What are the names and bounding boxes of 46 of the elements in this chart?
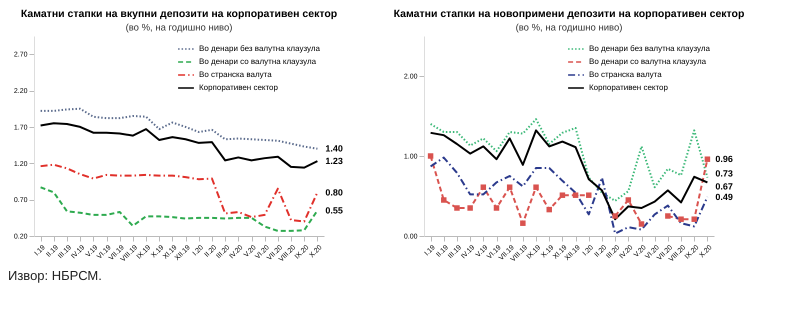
point [704,156,710,162]
legend-label: Во странска валута [589,70,662,79]
point [467,205,473,211]
text: Извор: НБРСМ. [8,268,103,283]
point [533,184,539,190]
point [691,216,697,222]
legend-label: Корпоративен сектор [199,83,279,92]
data-label: 0.67 [715,181,733,192]
data-label: 0.55 [325,206,343,216]
chart-subtitle: (во %, на годишно ниво) [126,22,232,34]
line-series [430,118,708,202]
point [612,213,618,219]
legend-label: Во денари без валутна клаузула [199,44,321,53]
legend-label: Корпоративен сектор [589,83,669,92]
line-series [430,156,708,235]
point [546,206,552,212]
line-series [40,122,318,169]
legend-label: Во странска валута [199,70,272,79]
chart-subtitle: (во %, на годишно ниво) [516,22,622,34]
data-label: 0.80 [325,187,343,198]
chart-title: Каматни стапки на новопримени депозити на корпоративен сектор [394,8,744,20]
point [665,213,671,219]
data-label: 1.40 [325,144,343,154]
point [480,184,486,190]
data-label: 0.96 [715,154,733,164]
point [678,216,684,222]
chart-title: Каматни стапки на вкупни депозити на корпоративен сектор [20,8,338,20]
point [586,192,592,198]
point [454,205,460,211]
point [572,192,578,198]
legend-label: Во денари со валутна клаузула [199,57,317,66]
line-series [40,108,318,150]
data-label: 1.23 [325,156,343,166]
line-series [40,186,318,232]
point [520,220,526,226]
point [506,184,512,190]
data-label: 0.49 [715,192,733,202]
point [428,153,434,159]
line-series [40,164,318,222]
legend-label: Во денари без валутна клаузула [589,44,711,53]
point [560,192,566,198]
line-series [430,129,708,220]
point [441,197,447,203]
data-label: 0.73 [715,168,733,179]
legend-label: Во денари со валутна клаузула [589,57,707,66]
point [626,197,632,203]
